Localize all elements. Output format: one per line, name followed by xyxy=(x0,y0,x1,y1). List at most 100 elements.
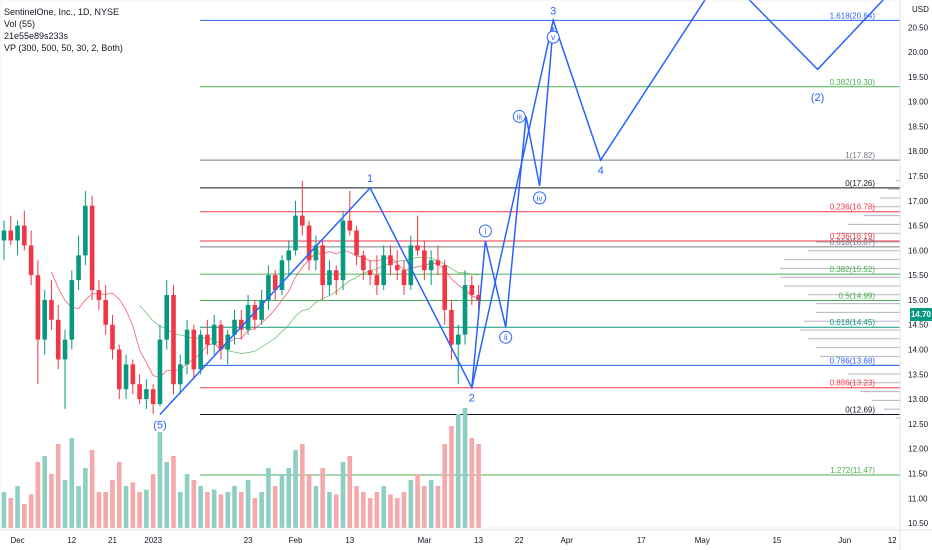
volume-bar xyxy=(96,492,102,528)
price-tick-label: 17.00 xyxy=(908,197,929,206)
volume-bar xyxy=(455,414,461,528)
legend-volume-profile[interactable]: VP (300, 500, 50, 30, 2, Both) xyxy=(4,43,123,53)
candle-body xyxy=(232,319,237,335)
subwave-circle xyxy=(512,109,526,123)
time-tick-label: 2023 xyxy=(144,536,162,545)
candle-body xyxy=(211,324,217,345)
time-tick-label: May xyxy=(695,536,710,545)
volume-bar xyxy=(422,486,427,528)
candle-body xyxy=(388,255,393,266)
candle-body xyxy=(8,230,14,241)
candle-body xyxy=(394,265,400,271)
price-tick-label: 14.50 xyxy=(908,321,929,330)
price-tick-label: 11.00 xyxy=(908,494,928,503)
candle-body xyxy=(442,265,447,310)
subwave-label: iv xyxy=(537,194,543,203)
volume-bar xyxy=(22,504,27,528)
candle-body xyxy=(320,245,325,286)
candle-body xyxy=(306,225,312,261)
time-tick-label: 17 xyxy=(637,536,646,545)
volume-bar xyxy=(320,468,325,528)
candle-body xyxy=(476,294,481,300)
volume-bar xyxy=(476,444,481,528)
price-tick-label: 12.50 xyxy=(908,420,929,429)
candle-body xyxy=(361,255,366,271)
time-tick-label: Mar xyxy=(417,536,431,545)
volume-bar xyxy=(171,456,176,528)
volume-bar xyxy=(49,474,54,528)
volume-bar xyxy=(218,494,224,528)
candle-body xyxy=(415,245,420,251)
volume-bar xyxy=(130,482,136,528)
volume-bar xyxy=(381,486,386,528)
fib-label: 0.786(13.68) xyxy=(830,356,876,365)
legend-symbol[interactable]: SentinelOne, Inc., 1D, NYSE xyxy=(4,7,120,17)
volume-bar xyxy=(354,486,359,528)
candle-body xyxy=(130,364,136,385)
volume-bar xyxy=(394,498,400,528)
volume-bar xyxy=(286,468,292,528)
candle-body xyxy=(293,215,298,251)
volume-bar xyxy=(184,474,190,528)
fib-label: 0.5(14.99) xyxy=(839,291,876,300)
candle-body xyxy=(333,270,339,281)
candle-body xyxy=(239,319,244,330)
subwave-label: i xyxy=(484,227,486,236)
subwave-circle xyxy=(533,191,547,205)
price-tick-label: 13.50 xyxy=(908,370,929,379)
volume-bar xyxy=(157,432,163,528)
price-tick-label: 18.50 xyxy=(908,122,929,131)
last-price-tag: 14.70 xyxy=(910,308,932,321)
wave-label: 4 xyxy=(598,165,604,177)
candle-body xyxy=(28,245,34,276)
volume-bar xyxy=(42,456,47,528)
price-tick-label: 11.50 xyxy=(908,469,928,478)
volume-bar xyxy=(69,438,75,528)
fib-label: 0(17.26) xyxy=(845,179,875,188)
time-tick-label: Feb xyxy=(289,536,303,545)
volume-bar xyxy=(340,462,346,528)
moving-average-line xyxy=(51,249,479,378)
legend-indicator[interactable]: 21e55e89s233s xyxy=(4,31,69,41)
price-tick-label: 16.00 xyxy=(908,246,929,255)
candle-body xyxy=(347,220,353,231)
candle-body xyxy=(272,275,278,291)
candle-body xyxy=(22,225,27,246)
candle-body xyxy=(110,324,115,350)
volume-bar xyxy=(259,492,264,528)
volume-bar xyxy=(327,492,332,528)
volume-bar xyxy=(8,498,14,528)
time-tick-label: Dec xyxy=(10,536,24,545)
volume-bar xyxy=(144,489,149,528)
legend-volume[interactable]: Vol (55) xyxy=(4,19,36,29)
volume-bar xyxy=(123,486,129,528)
fib-label: 0.886(13.23) xyxy=(830,379,876,388)
price-tick-label: 20.50 xyxy=(908,23,929,32)
time-tick-label: 12 xyxy=(888,536,897,545)
volume-bar xyxy=(205,492,210,528)
candle-body xyxy=(150,389,156,405)
volume-bars xyxy=(1,408,481,528)
candle-body xyxy=(435,260,441,266)
time-tick-label: 23 xyxy=(244,536,253,545)
fib-label: 0.236(16.78) xyxy=(830,203,876,212)
fib-label: 0.382(15.52) xyxy=(830,265,876,274)
price-tick-label: 15.50 xyxy=(908,271,929,280)
volume-bar xyxy=(388,494,393,528)
candles xyxy=(1,180,481,414)
chart-legend: SentinelOne, Inc., 1D, NYSE Vol (55) 21e… xyxy=(4,6,123,54)
fib-label: 1(17.82) xyxy=(845,151,875,160)
chart-border xyxy=(0,0,901,529)
candle-body xyxy=(164,294,170,340)
volume-bar xyxy=(252,498,258,528)
candle-body xyxy=(89,205,95,291)
volume-bar xyxy=(211,489,217,528)
time-tick-label: 13 xyxy=(345,536,354,545)
candle-body xyxy=(428,260,434,271)
time-tick-label: 22 xyxy=(515,536,524,545)
price-tick-label: 16.50 xyxy=(908,222,929,231)
volume-bar xyxy=(449,426,454,528)
elliott-subwave-path xyxy=(471,27,554,388)
